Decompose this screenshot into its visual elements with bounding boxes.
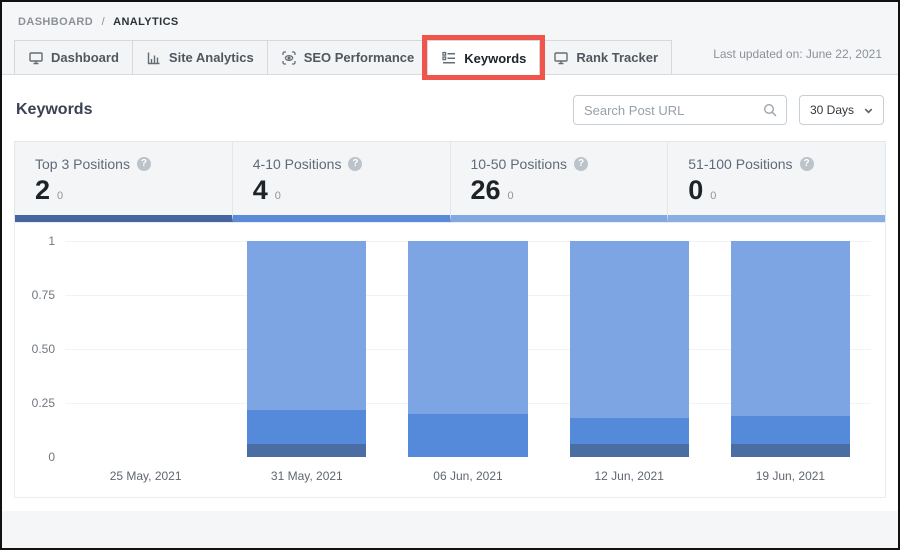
stat-sub-value: 0 xyxy=(57,190,64,202)
stat-label: Top 3 Positions xyxy=(35,156,130,172)
stat-label: 4-10 Positions xyxy=(252,156,342,172)
tab-label: Keywords xyxy=(464,50,527,66)
x-axis-tick-label: 12 Jun, 2021 xyxy=(594,469,664,483)
middle-segment-medium-blue xyxy=(247,409,367,445)
chart-plot-area xyxy=(65,241,871,457)
x-axis-tick-label: 31 May, 2021 xyxy=(270,469,343,483)
breadcrumb-dashboard[interactable]: DASHBOARD xyxy=(18,16,94,28)
bars-layer xyxy=(65,241,871,457)
y-axis-tick-label: 0.75 xyxy=(31,288,55,302)
stat-sub-value: 0 xyxy=(274,190,281,202)
help-icon[interactable]: ? xyxy=(136,157,151,171)
y-axis-tick-label: 0.25 xyxy=(31,396,55,410)
breadcrumb: DASHBOARD / ANALYTICS xyxy=(2,2,898,40)
breadcrumb-analytics: ANALYTICS xyxy=(113,16,179,28)
x-axis-tick-label: 19 Jun, 2021 xyxy=(755,469,826,483)
help-icon[interactable]: ? xyxy=(348,157,363,171)
stats-row: Top 3 Positions ? 2 0 4-10 Positions ? 4… xyxy=(14,141,886,222)
stacked-bar xyxy=(86,241,205,457)
stacked-bar xyxy=(247,241,367,457)
bottom-segment-dark-blue xyxy=(730,444,851,457)
keywords-chart-card: 1 0.75 0.50 0.25 0 25 May, 2021 31 May, 2021 0… xyxy=(14,222,886,498)
list-icon xyxy=(441,50,457,66)
help-icon[interactable]: ? xyxy=(574,157,589,171)
eye-icon xyxy=(281,50,297,66)
bottom-segment-dark-blue xyxy=(247,444,367,457)
bottom-margin xyxy=(2,511,898,548)
stat-card-4-10: 4-10 Positions ? 4 0 xyxy=(232,142,451,222)
stat-card-10-50: 10-50 Positions ? 26 0 xyxy=(450,142,669,222)
stat-sub-value: 0 xyxy=(710,190,717,202)
page-title: Keywords xyxy=(16,101,93,118)
stat-value: 0 xyxy=(688,175,704,205)
breadcrumb-separator: / xyxy=(101,16,106,28)
chart-x-axis: 25 May, 2021 31 May, 2021 06 Jun, 2021 12 J… xyxy=(65,469,871,483)
top-segment-light-blue xyxy=(730,241,851,416)
search-box xyxy=(572,95,787,125)
tab-seo-performance[interactable]: SEO Performance xyxy=(266,40,429,74)
middle-segment-medium-blue xyxy=(408,413,528,457)
bar-slot xyxy=(710,241,871,457)
tab-label: SEO Performance xyxy=(303,50,415,65)
x-axis-tick-label: 06 Jun, 2021 xyxy=(433,469,503,483)
bar-slot xyxy=(549,241,710,457)
period-dropdown-value: 30 Days xyxy=(809,103,854,117)
top-segment-light-blue xyxy=(408,241,528,414)
y-axis-tick-label: 0.50 xyxy=(31,342,55,356)
tab-bar: Dashboard Site Analytics SEO Performa xyxy=(2,35,898,80)
tab-dashboard[interactable]: Dashboard xyxy=(14,40,133,74)
middle-segment-medium-blue xyxy=(730,415,851,445)
tab-site-analytics[interactable]: Site Analytics xyxy=(131,40,268,74)
chevron-down-icon xyxy=(863,105,874,116)
stat-card-top3: Top 3 Positions ? 2 0 xyxy=(15,142,233,222)
stat-value: 26 xyxy=(470,175,501,205)
stacked-bar xyxy=(730,241,851,457)
bar-slot xyxy=(65,241,226,457)
bar-chart-icon xyxy=(146,50,162,66)
header: DASHBOARD / ANALYTICS Dashboard Si xyxy=(2,2,898,80)
tab-label: Rank Tracker xyxy=(576,50,659,65)
tab-label: Site Analytics xyxy=(168,50,254,65)
bottom-segment-dark-blue xyxy=(569,444,689,457)
top-segment-light-blue xyxy=(247,241,367,410)
tab-rank-tracker[interactable]: Rank Tracker xyxy=(539,40,673,74)
search-input[interactable] xyxy=(572,95,787,125)
top-segment-light-blue xyxy=(569,241,689,419)
last-updated-text: Last updated on: June 22, 2021 xyxy=(713,47,882,61)
monitor-icon xyxy=(553,50,569,66)
x-axis-tick-label: 25 May, 2021 xyxy=(109,469,182,483)
stat-value: 2 xyxy=(35,175,51,205)
stat-sub-value: 0 xyxy=(507,190,514,202)
period-dropdown[interactable]: 30 Days xyxy=(798,95,884,125)
stacked-bar xyxy=(569,241,689,457)
stat-card-51-100: 51-100 Positions ? 0 0 xyxy=(668,142,885,222)
stacked-bar xyxy=(408,241,528,457)
help-icon[interactable]: ? xyxy=(799,157,814,171)
y-axis-tick-label: 0 xyxy=(48,450,55,464)
stat-label: 51-100 Positions xyxy=(688,156,793,172)
tab-keywords[interactable]: Keywords xyxy=(422,35,546,80)
y-axis-tick-label: 1 xyxy=(48,234,55,248)
bar-slot xyxy=(226,241,387,457)
middle-segment-medium-blue xyxy=(569,418,689,445)
tab-label: Dashboard xyxy=(51,50,119,65)
stat-value: 4 xyxy=(252,175,268,205)
section-header: Keywords 30 Days xyxy=(2,75,898,141)
chart-y-axis: 1 0.75 0.50 0.25 0 xyxy=(15,234,65,464)
bar-slot xyxy=(387,241,548,457)
monitor-icon xyxy=(28,50,44,66)
stat-label: 10-50 Positions xyxy=(470,156,568,172)
